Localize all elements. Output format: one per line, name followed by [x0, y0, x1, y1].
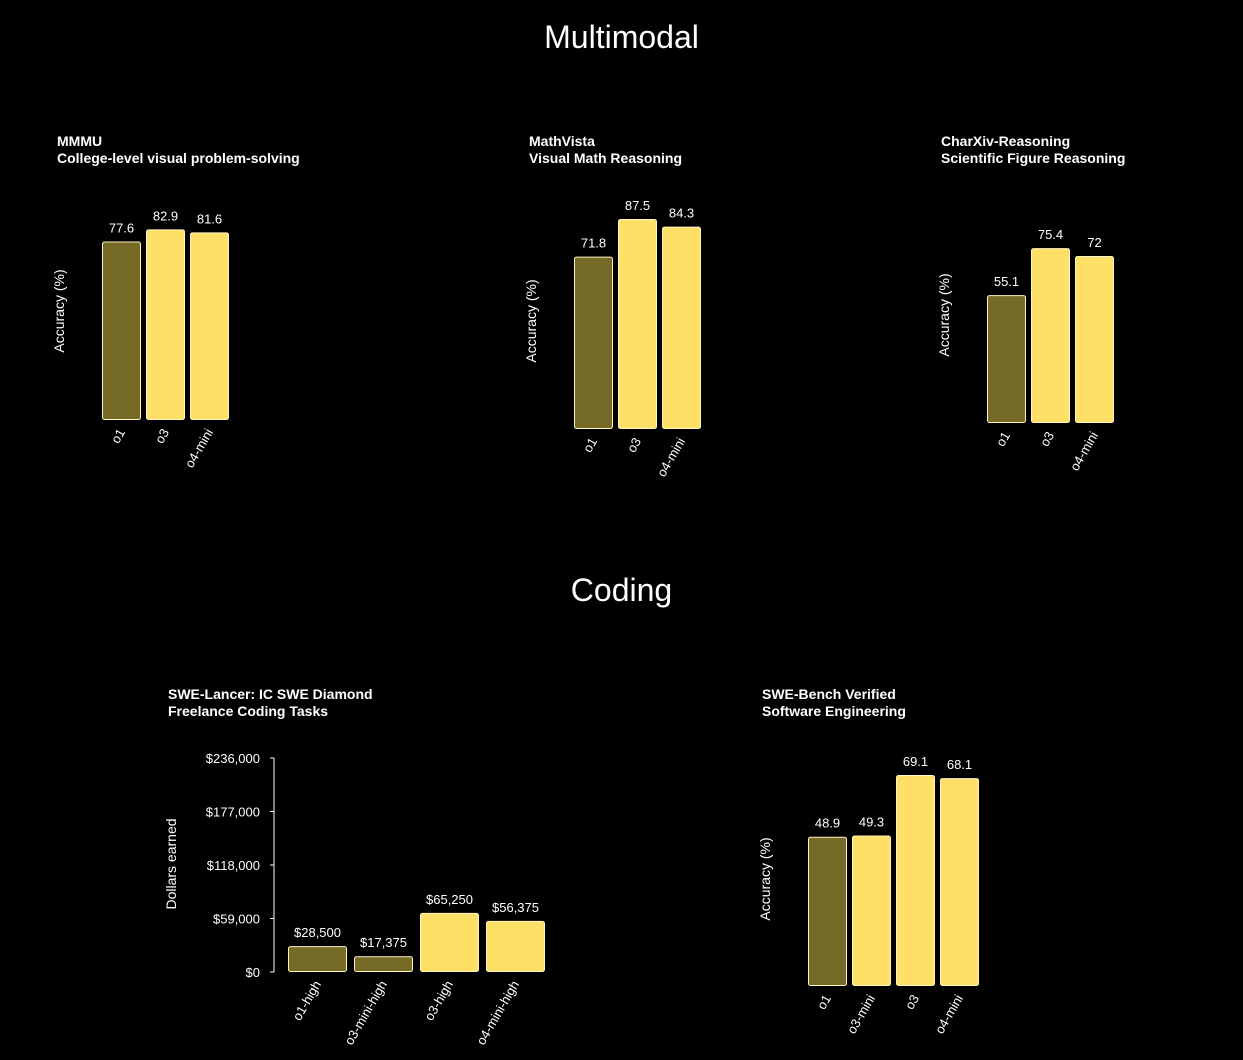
- mathvista-category-label-o1: o1: [580, 435, 600, 455]
- swe-lancer-y-tick-label: $0: [246, 965, 260, 980]
- mathvista-category-label-o4-mini: o4-mini: [654, 435, 688, 480]
- charxiv-value-label-o1: 55.1: [994, 274, 1019, 289]
- charxiv-category-label-o1: o1: [993, 429, 1013, 449]
- swe-bench-category-label-o4-mini: o4-mini: [932, 992, 966, 1037]
- swe-bench-value-label-o4-mini: 68.1: [947, 757, 972, 772]
- swe-bench-bar-o3: [896, 775, 935, 986]
- swe-bench-value-label-o1: 48.9: [815, 816, 840, 831]
- swe-lancer-bar-o4-mini-high: [486, 920, 545, 973]
- swe-bench-bar-o3-mini: [852, 835, 891, 986]
- charxiv-value-label-o4-mini: 72: [1087, 235, 1101, 250]
- mathvista-value-label-o4-mini: 84.3: [669, 206, 694, 221]
- swe-lancer-value-label-o3-high: $65,250: [426, 892, 473, 907]
- swe-lancer-y-tick-label: $118,000: [207, 858, 260, 873]
- mmmu-value-label-o4-mini: 81.6: [197, 211, 222, 226]
- swe-lancer-value-label-o3-mini-high: $17,375: [360, 935, 407, 950]
- chart-subtitle: Scientific Figure Reasoning: [941, 150, 1126, 166]
- swe-bench-category-label-o3-mini: o3-mini: [844, 992, 878, 1037]
- charxiv-category-label-o3: o3: [1037, 429, 1057, 449]
- mmmu-value-label-o3: 82.9: [153, 208, 178, 223]
- swe-bench-bar-o1: [808, 836, 847, 987]
- mathvista-bar-o3: [618, 219, 657, 429]
- chart-subtitle: Visual Math Reasoning: [529, 150, 682, 166]
- mmmu-y-axis-label: Accuracy (%): [51, 269, 67, 352]
- mmmu-chart-heading: MMMU College-level visual problem-solvin…: [57, 133, 300, 167]
- chart-title: SWE-Bench Verified: [762, 686, 896, 702]
- mmmu-bar-o3: [146, 229, 185, 420]
- swe-lancer-category-label-o1-high: o1-high: [289, 978, 324, 1023]
- swe-lancer-chart-heading: SWE-Lancer: IC SWE Diamond Freelance Cod…: [168, 686, 373, 720]
- swe-lancer-category-label-o3-high: o3-high: [421, 978, 456, 1023]
- chart-subtitle: College-level visual problem-solving: [57, 150, 300, 166]
- charxiv-bar-o1: [987, 295, 1026, 423]
- swe-lancer-y-tick-label: $236,000: [206, 751, 260, 766]
- mathvista-chart-heading: MathVista Visual Math Reasoning: [529, 133, 682, 167]
- mmmu-category-label-o1: o1: [108, 426, 128, 446]
- swe-bench-value-label-o3: 69.1: [903, 754, 928, 769]
- swe-lancer-y-tick-label: $59,000: [213, 912, 260, 927]
- swe-lancer-y-tick-label: $177,000: [206, 805, 260, 820]
- mathvista-bar-o4-mini: [662, 226, 701, 429]
- charxiv-value-label-o3: 75.4: [1038, 227, 1063, 242]
- mmmu-category-label-o4-mini: o4-mini: [182, 426, 216, 471]
- swe-lancer-bar-o3-mini-high: [354, 956, 413, 972]
- swe-lancer-y-axis-label: Dollars earned: [163, 818, 179, 909]
- swe-bench-category-label-o1: o1: [814, 992, 834, 1012]
- swe-lancer-category-label-o3-mini-high: o3-mini-high: [341, 978, 390, 1047]
- mathvista-bar-o1: [574, 256, 613, 429]
- section-title-coding: Coding: [570, 572, 673, 608]
- swe-bench-category-label-o3: o3: [902, 992, 922, 1012]
- swe-lancer-value-label-o4-mini-high: $56,375: [492, 900, 539, 915]
- swe-lancer-category-label-o4-mini-high: o4-mini-high: [473, 978, 522, 1047]
- section-title-multimodal: Multimodal: [544, 19, 699, 55]
- mathvista-value-label-o1: 71.8: [581, 236, 606, 251]
- chart-title: MathVista: [529, 133, 595, 149]
- chart-subtitle: Freelance Coding Tasks: [168, 703, 329, 719]
- charxiv-chart-heading: CharXiv-Reasoning Scientific Figure Reas…: [941, 133, 1125, 167]
- swe-lancer-value-label-o1-high: $28,500: [294, 925, 341, 940]
- charxiv-bar-o3: [1031, 248, 1070, 423]
- charxiv-y-axis-label: Accuracy (%): [936, 273, 952, 356]
- mmmu-category-label-o3: o3: [152, 426, 172, 446]
- charxiv-bar-o4-mini: [1075, 255, 1114, 423]
- chart-title: CharXiv-Reasoning: [941, 133, 1071, 149]
- mathvista-y-axis-label: Accuracy (%): [523, 279, 539, 362]
- mathvista-category-label-o3: o3: [624, 435, 644, 455]
- swe-lancer-bar-o1-high: [288, 946, 347, 973]
- charxiv-category-label-o4-mini: o4-mini: [1067, 429, 1101, 474]
- swe-bench-chart-heading: SWE-Bench Verified Software Engineering: [762, 686, 906, 720]
- swe-bench-value-label-o3-mini: 49.3: [859, 814, 884, 829]
- mathvista-value-label-o3: 87.5: [625, 198, 650, 213]
- swe-lancer-bar-o3-high: [420, 912, 479, 973]
- mmmu-bar-o4-mini: [190, 232, 229, 420]
- chart-subtitle: Software Engineering: [762, 703, 906, 719]
- chart-title: MMMU: [57, 133, 103, 149]
- mmmu-bar-o1: [102, 241, 141, 420]
- mmmu-value-label-o1: 77.6: [109, 221, 134, 236]
- chart-title: SWE-Lancer: IC SWE Diamond: [168, 686, 373, 702]
- swe-bench-bar-o4-mini: [940, 778, 979, 986]
- swe-bench-y-axis-label: Accuracy (%): [757, 837, 773, 920]
